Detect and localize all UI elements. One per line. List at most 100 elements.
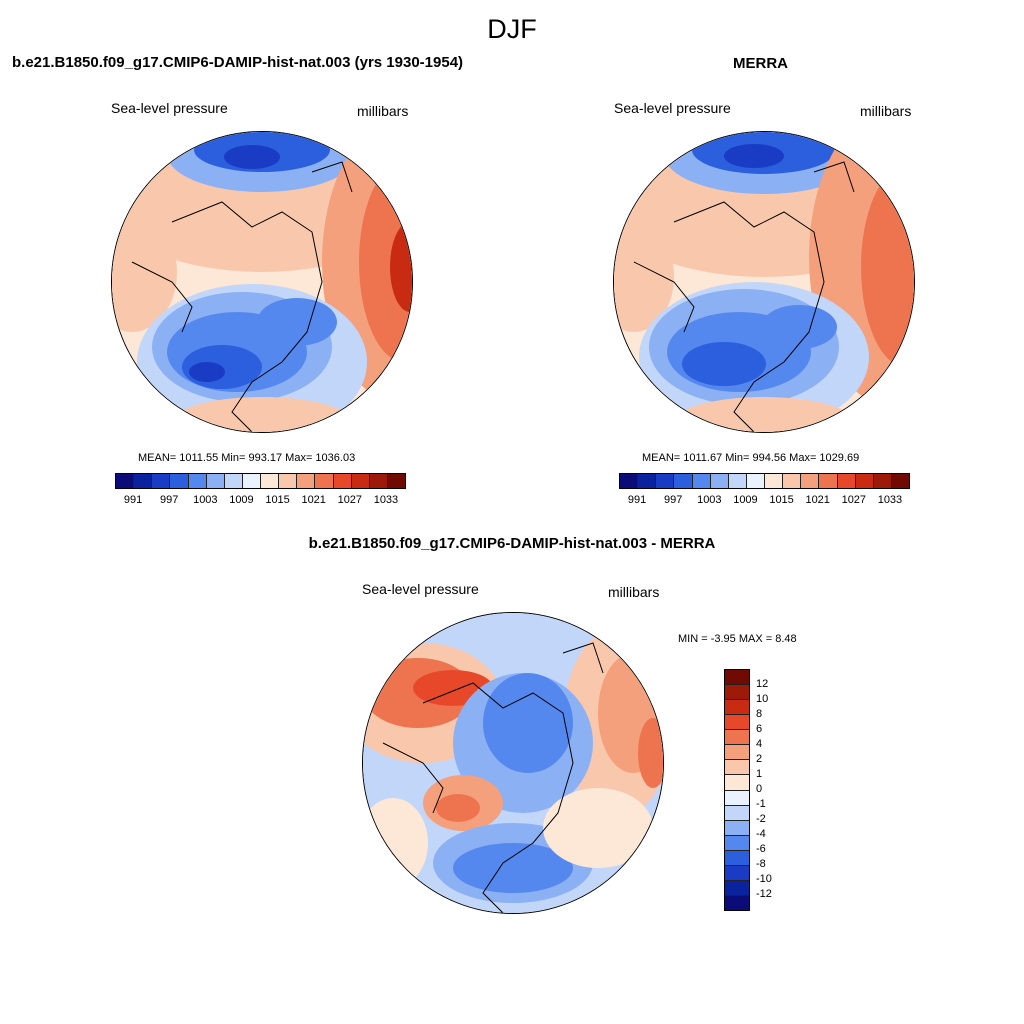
colorbar-tick-label: 997 — [664, 494, 683, 506]
colorbar-swatch — [710, 474, 729, 488]
colorbar-swatch — [725, 670, 749, 686]
colorbar-tick-label: 997 — [160, 494, 179, 506]
colorbar-swatch — [387, 474, 405, 488]
colorbar-swatch — [746, 474, 765, 488]
colorbar-merra — [619, 473, 910, 489]
colorbar-swatch — [725, 805, 749, 821]
colorbar-tick-label: -1 — [756, 798, 766, 810]
colorbar-tick-label: 4 — [756, 738, 763, 750]
colorbar-swatch — [242, 474, 261, 488]
colorbar-tick-label: 1033 — [373, 494, 399, 506]
colorbar-swatch — [656, 474, 675, 488]
colorbar-swatch — [333, 474, 352, 488]
variable-label-model: Sea-level pressure — [111, 100, 228, 116]
colorbar-tick-label: -6 — [756, 843, 766, 855]
colorbar-tick-label: -4 — [756, 828, 766, 840]
colorbar-tick-label: 10 — [756, 693, 769, 705]
colorbar-tick-label: -10 — [756, 873, 772, 885]
polar-map-difference — [362, 612, 664, 914]
colorbar-swatch — [297, 474, 316, 488]
colorbar-swatch — [725, 790, 749, 806]
colorbar-ticks-merra: 991 997 1003 1009 1015 1021 1027 1033 — [619, 494, 908, 508]
colorbar-tick-label: 1033 — [877, 494, 903, 506]
colorbar-model — [115, 473, 406, 489]
figure-title: DJF — [487, 14, 537, 44]
colorbar-swatch — [134, 474, 153, 488]
colorbar-swatch — [891, 474, 909, 488]
colorbar-tick-label: 1021 — [301, 494, 326, 506]
colorbar-swatch — [351, 474, 370, 488]
colorbar-tick-label: 6 — [756, 723, 763, 735]
colorbar-swatch — [801, 474, 820, 488]
colorbar-tick-label: -8 — [756, 858, 766, 870]
colorbar-tick-label: 1027 — [841, 494, 867, 506]
colorbar-swatch — [725, 820, 749, 836]
panel-title-merra: MERRA — [733, 55, 788, 72]
units-label-model: millibars — [357, 103, 409, 119]
colorbar-swatch — [620, 474, 639, 488]
colorbar-swatch — [170, 474, 189, 488]
colorbar-swatch — [206, 474, 225, 488]
colorbar-swatch — [725, 700, 749, 716]
colorbar-swatch — [725, 865, 749, 881]
colorbar-swatch — [725, 745, 749, 761]
colorbar-tick-label: -12 — [756, 888, 772, 900]
colorbar-tick-label: 991 — [627, 494, 647, 506]
colorbar-swatch — [725, 895, 749, 910]
polar-map-model — [111, 131, 413, 433]
colorbar-swatch — [116, 474, 135, 488]
colorbar-ticks-model: 991 997 1003 1009 1015 1021 1027 1033 — [115, 494, 404, 508]
units-label-difference: millibars — [608, 584, 660, 600]
colorbar-swatch — [369, 474, 388, 488]
colorbar-swatch — [873, 474, 892, 488]
polar-map-merra — [613, 131, 915, 433]
colorbar-swatch — [188, 474, 207, 488]
colorbar-tick-label: 1015 — [265, 494, 290, 506]
colorbar-tick-label: 1021 — [805, 494, 830, 506]
colorbar-tick-label: 12 — [756, 678, 769, 690]
colorbar-tick-label: 1027 — [337, 494, 363, 506]
colorbar-swatch — [224, 474, 243, 488]
colorbar-swatch — [261, 474, 280, 488]
colorbar-tick-label: 8 — [756, 708, 763, 720]
colorbar-tick-label: 1003 — [193, 494, 218, 506]
stats-merra: MEAN= 1011.67 Min= 994.56 Max= 1029.69 — [642, 452, 860, 464]
colorbar-swatch — [152, 474, 171, 488]
colorbar-swatch — [725, 835, 749, 851]
colorbar-swatch — [728, 474, 747, 488]
colorbar-swatch — [725, 715, 749, 731]
colorbar-tick-label: 1003 — [697, 494, 722, 506]
colorbar-tick-label: 991 — [123, 494, 143, 506]
colorbar-swatch — [725, 760, 749, 776]
colorbar-tick-label: 1009 — [733, 494, 758, 506]
colorbar-tick-label: 1 — [756, 768, 763, 780]
colorbar-swatch — [783, 474, 802, 488]
colorbar-swatch — [855, 474, 874, 488]
colorbar-swatch — [765, 474, 784, 488]
colorbar-swatch — [725, 730, 749, 746]
colorbar-swatch — [279, 474, 298, 488]
colorbar-difference — [724, 669, 750, 911]
colorbar-swatch — [725, 685, 749, 701]
colorbar-swatch — [837, 474, 856, 488]
colorbar-tick-label: 1015 — [769, 494, 794, 506]
colorbar-swatch — [638, 474, 657, 488]
colorbar-swatch — [315, 474, 334, 488]
variable-label-merra: Sea-level pressure — [614, 100, 731, 116]
colorbar-swatch — [692, 474, 711, 488]
panel-title-model: b.e21.B1850.f09_g17.CMIP6-DAMIP-hist-nat… — [12, 54, 464, 71]
colorbar-swatch — [725, 880, 749, 896]
colorbar-swatch — [725, 775, 749, 791]
colorbar-swatch — [674, 474, 693, 488]
stats-model: MEAN= 1011.55 Min= 993.17 Max= 1036.03 — [138, 452, 356, 464]
colorbar-tick-label: -2 — [756, 813, 766, 825]
panel-title-difference: b.e21.B1850.f09_g17.CMIP6-DAMIP-hist-nat… — [308, 535, 716, 552]
colorbar-tick-label: 1009 — [229, 494, 254, 506]
colorbar-tick-label: 2 — [756, 753, 763, 765]
colorbar-tick-label: 0 — [756, 783, 763, 795]
stats-difference: MIN = -3.95 MAX = 8.48 — [678, 633, 797, 645]
colorbar-swatch — [819, 474, 838, 488]
variable-label-difference: Sea-level pressure — [362, 581, 479, 597]
units-label-merra: millibars — [860, 103, 912, 119]
colorbar-swatch — [725, 850, 749, 866]
